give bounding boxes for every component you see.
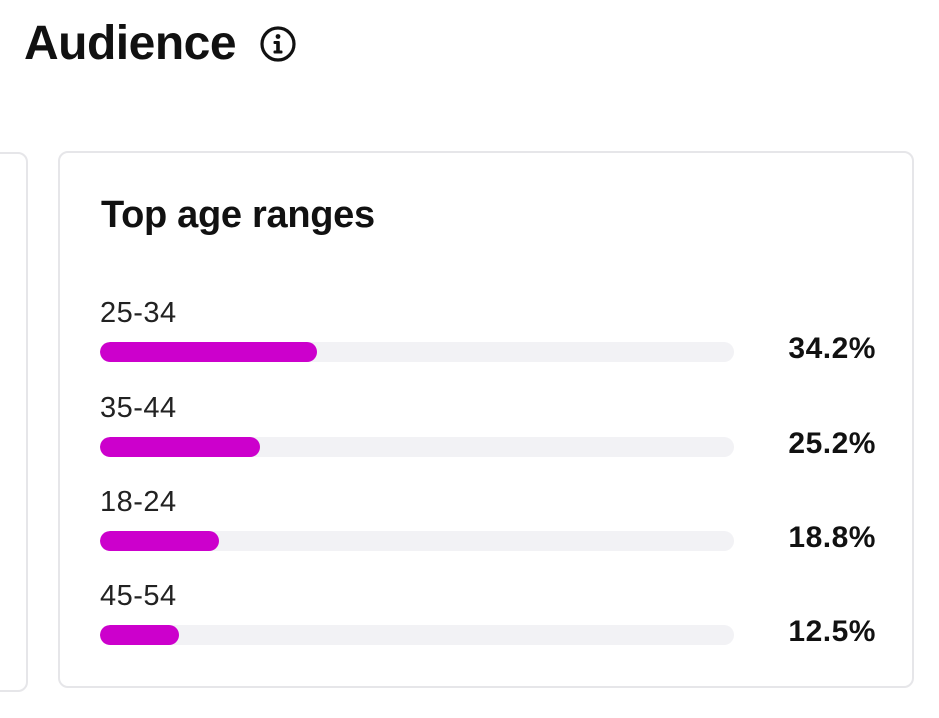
age-range-label: 18-24 xyxy=(100,486,177,518)
age-range-bar-track xyxy=(100,342,734,362)
info-icon[interactable] xyxy=(258,24,298,64)
age-range-row: 25-34 34.2% xyxy=(100,297,880,378)
info-circle-icon xyxy=(260,26,296,62)
age-range-row: 45-54 12.5% xyxy=(100,580,880,661)
top-age-ranges-card: Top age ranges 25-34 34.2% 35-44 25.2% 1… xyxy=(58,151,914,688)
previous-card-edge xyxy=(0,152,28,692)
audience-header: Audience xyxy=(24,12,298,76)
age-range-bar-fill xyxy=(100,625,180,645)
age-range-label: 25-34 xyxy=(100,297,177,329)
card-title: Top age ranges xyxy=(101,194,375,236)
age-range-label: 45-54 xyxy=(100,580,177,612)
age-range-bar-fill xyxy=(100,531,220,551)
age-range-percent: 18.8% xyxy=(788,521,876,554)
age-range-row: 18-24 18.8% xyxy=(100,486,880,567)
age-range-percent: 34.2% xyxy=(788,332,876,365)
page-title: Audience xyxy=(24,17,237,70)
age-range-percent: 12.5% xyxy=(788,615,876,648)
age-range-bar-track xyxy=(100,531,734,551)
age-range-bar-track xyxy=(100,625,734,645)
age-range-bar-fill xyxy=(100,342,317,362)
age-range-row: 35-44 25.2% xyxy=(100,392,880,473)
age-range-bar-track xyxy=(100,437,734,457)
age-range-percent: 25.2% xyxy=(788,427,876,460)
age-range-label: 35-44 xyxy=(100,392,177,424)
age-range-bar-fill xyxy=(100,437,260,457)
